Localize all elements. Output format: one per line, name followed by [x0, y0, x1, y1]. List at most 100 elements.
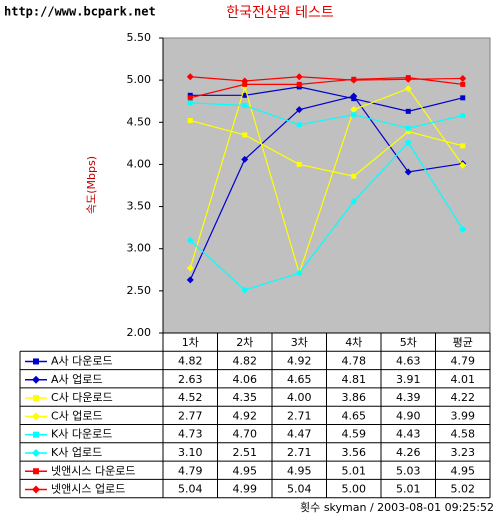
table-value: 4.92	[287, 354, 312, 367]
marker	[405, 108, 411, 114]
table-value: 5.04	[178, 483, 203, 496]
series-line	[189, 95, 463, 281]
table-value: 5.01	[396, 483, 421, 496]
marker	[350, 76, 358, 84]
legend-label: A사 다운로드	[51, 354, 113, 367]
annotation: skyman / 2003-08-01 09:25:52	[324, 501, 494, 514]
table-value: 4.63	[396, 354, 421, 367]
table-value: 4.73	[178, 428, 203, 441]
legend-marker	[33, 468, 39, 475]
marker	[295, 269, 303, 277]
table-value: 4.95	[233, 464, 258, 477]
series-line	[190, 102, 463, 129]
y-tick-label: 4.50	[127, 115, 152, 128]
x-tick-label: 4차	[345, 336, 362, 349]
table-value: 5.01	[342, 464, 367, 477]
legend-marker	[32, 448, 40, 457]
legend-marker	[33, 358, 39, 365]
legend-marker	[33, 431, 39, 438]
table-value: 4.06	[233, 373, 258, 386]
legend-label: 넷앤시스 다운로드	[51, 464, 135, 477]
legend-marker	[32, 412, 40, 421]
table-value: 4.47	[287, 428, 312, 441]
table-value: 4.52	[178, 391, 203, 404]
table-value: 4.01	[451, 373, 476, 386]
y-axis-label: 속도(Mbps)	[85, 156, 98, 214]
marker	[460, 95, 466, 101]
marker	[460, 113, 466, 119]
series-line	[189, 84, 464, 276]
marker	[460, 81, 466, 87]
marker	[351, 173, 357, 179]
table-value: 3.91	[396, 373, 421, 386]
marker	[186, 276, 194, 284]
table-value: 2.77	[178, 409, 203, 422]
series-line	[189, 141, 464, 291]
table-value: 4.81	[342, 373, 367, 386]
table-value: 4.59	[342, 428, 367, 441]
table-value: 4.43	[396, 428, 421, 441]
marker	[187, 95, 193, 101]
marker	[186, 236, 194, 244]
table-value: 3.86	[342, 391, 367, 404]
legend-label: C사 업로드	[51, 409, 103, 422]
y-tick-label: 5.50	[127, 31, 152, 44]
table-value: 2.71	[287, 446, 312, 459]
series-line	[190, 120, 463, 177]
marker	[296, 81, 302, 87]
x-tick-label: 1차	[182, 336, 199, 349]
table-value: 4.35	[233, 391, 258, 404]
marker	[405, 129, 411, 135]
table-value: 4.00	[287, 391, 312, 404]
marker	[460, 143, 466, 149]
marker	[459, 225, 467, 233]
x-tick-label: 5차	[400, 336, 417, 349]
table-value: 5.02	[451, 483, 476, 496]
table-value: 5.03	[396, 464, 421, 477]
table-value: 2.51	[233, 446, 258, 459]
marker	[459, 74, 467, 82]
legend-marker	[32, 375, 40, 384]
marker	[404, 85, 412, 93]
table-value: 4.99	[233, 483, 258, 496]
legend-label: A사 업로드	[51, 373, 103, 386]
marker	[296, 84, 302, 90]
table-value: 5.00	[342, 483, 367, 496]
marker	[404, 168, 412, 176]
table-value: 4.22	[451, 391, 476, 404]
table-value: 2.71	[287, 409, 312, 422]
table-value: 2.63	[178, 373, 203, 386]
table-value: 4.65	[287, 373, 312, 386]
marker	[350, 198, 358, 206]
marker	[242, 102, 248, 108]
marker	[241, 77, 249, 85]
legend-label: K사 다운로드	[51, 428, 112, 441]
marker	[350, 106, 358, 114]
marker	[187, 118, 193, 124]
marker	[295, 106, 303, 114]
marker	[187, 92, 193, 98]
table-value: 4.65	[342, 409, 367, 422]
table-value: 3.10	[178, 446, 203, 459]
marker	[187, 100, 193, 106]
y-tick-label: 5.00	[127, 73, 152, 86]
x-tick-label: 2차	[236, 336, 253, 349]
site-url: http://www.bcpark.net	[4, 5, 156, 19]
table-value: 4.82	[233, 354, 258, 367]
y-tick-label: 4.00	[127, 157, 152, 170]
marker	[242, 92, 248, 98]
y-tick-label: 2.00	[127, 326, 152, 339]
marker	[404, 75, 412, 83]
marker	[404, 139, 412, 147]
table-value: 4.39	[396, 391, 421, 404]
legend-marker	[33, 395, 39, 402]
table-value: 4.90	[396, 409, 421, 422]
marker	[295, 73, 303, 81]
table-value: 4.78	[342, 354, 367, 367]
marker	[241, 155, 249, 163]
marker	[186, 264, 194, 272]
marker	[241, 286, 249, 294]
legend-label: 넷앤시스 업로드	[51, 483, 125, 496]
legend-marker	[32, 485, 40, 494]
